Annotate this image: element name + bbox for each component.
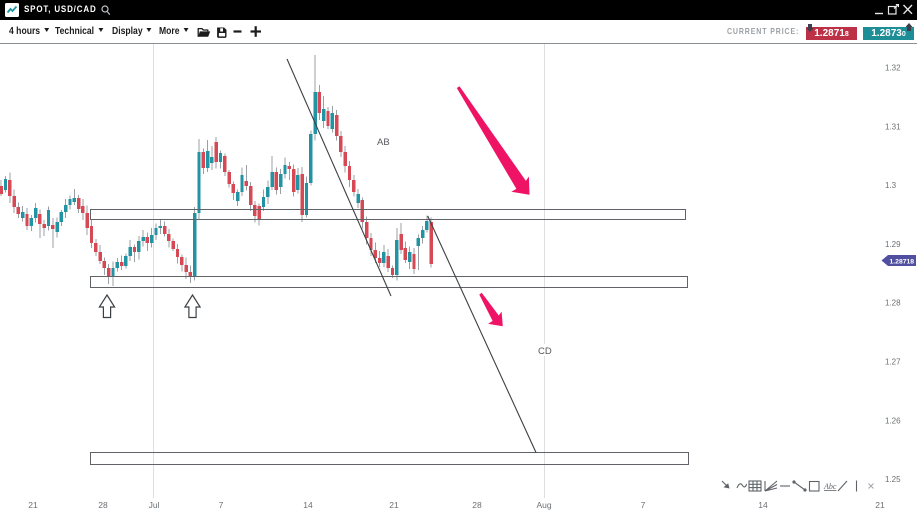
svg-text:1.32: 1.32	[885, 64, 901, 73]
svg-text:Aug: Aug	[536, 500, 551, 510]
svg-text:1.29: 1.29	[885, 240, 901, 249]
svg-text:1.28718: 1.28718	[890, 258, 915, 265]
svg-text:1.31: 1.31	[885, 122, 901, 131]
svg-text:28: 28	[98, 500, 108, 510]
svg-text:1.28: 1.28	[885, 299, 901, 308]
svg-text:7: 7	[641, 500, 646, 510]
svg-text:14: 14	[758, 500, 768, 510]
svg-text:7: 7	[219, 500, 224, 510]
svg-text:1.3: 1.3	[885, 181, 897, 190]
svg-text:28: 28	[472, 500, 482, 510]
svg-text:CD: CD	[538, 346, 552, 357]
svg-text:21: 21	[389, 500, 399, 510]
svg-text:21: 21	[28, 500, 38, 510]
svg-text:Abc: Abc	[823, 482, 837, 491]
svg-text:AB: AB	[377, 137, 390, 148]
svg-text:21: 21	[875, 500, 885, 510]
svg-text:1.27: 1.27	[885, 358, 901, 367]
svg-text:Jul: Jul	[149, 500, 160, 510]
svg-text:1.25: 1.25	[885, 475, 901, 484]
svg-text:1.26: 1.26	[885, 416, 901, 425]
svg-text:14: 14	[303, 500, 313, 510]
